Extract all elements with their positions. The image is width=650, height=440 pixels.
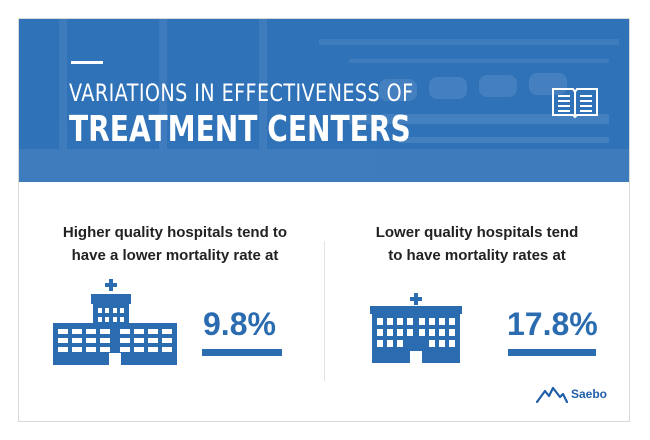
title-line-2: TREATMENT CENTERS xyxy=(69,109,411,150)
title-line-1: VARIATIONS IN EFFECTIVENESS OF xyxy=(69,79,414,107)
left-caption: Higher quality hospitals tend to have a … xyxy=(35,221,315,267)
right-mortality-rate: 17.8% xyxy=(507,306,598,342)
mountain-logo-icon xyxy=(536,386,568,403)
hospital-icon xyxy=(53,279,177,365)
title-accent-line xyxy=(71,61,103,64)
book-icon xyxy=(552,88,598,119)
hospital-icon xyxy=(370,293,462,363)
left-caption-line-1: Higher quality hospitals tend to xyxy=(62,224,288,241)
right-caption-line-2: to have mortality rates at xyxy=(388,247,566,264)
left-underline-bar xyxy=(202,349,282,356)
left-caption-line-2: have a lower mortality rate at xyxy=(71,247,279,264)
right-underline-bar xyxy=(508,349,596,356)
column-divider xyxy=(324,241,325,381)
brand-logo: Saebo xyxy=(536,385,607,403)
right-caption-line-1: Lower quality hospitals tend xyxy=(375,224,579,241)
hospital-ward-background xyxy=(19,19,629,182)
infographic-card: VARIATIONS IN EFFECTIVENESS OF TREATMENT… xyxy=(18,18,630,422)
left-mortality-rate: 9.8% xyxy=(203,306,276,342)
right-caption: Lower quality hospitals tend to have mor… xyxy=(337,221,617,267)
brand-name: Saebo xyxy=(571,387,608,401)
header-banner: VARIATIONS IN EFFECTIVENESS OF TREATMENT… xyxy=(19,19,629,182)
